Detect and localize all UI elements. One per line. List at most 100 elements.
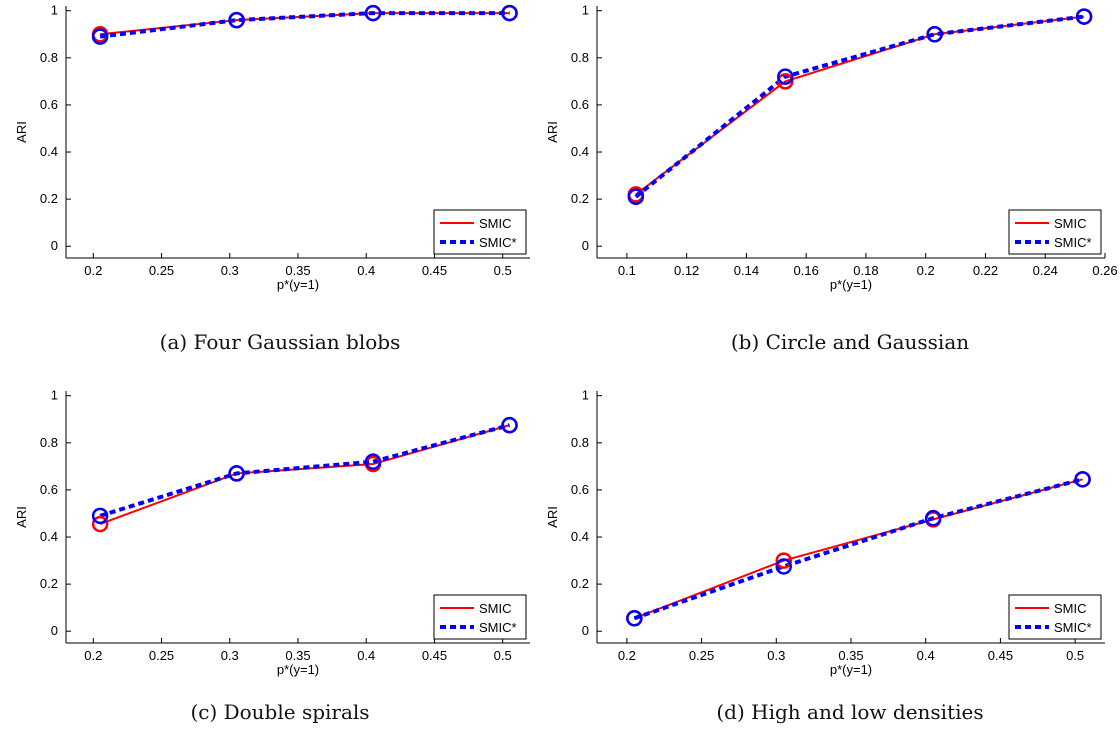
x-tick-label: 0.25 (689, 648, 714, 663)
series-line-smic-star (633, 477, 1084, 621)
x-tick-label: 0.12 (674, 263, 699, 278)
chart-double-spirals: 0.2 0.25 0.3 0.35 0.4 0.45 0.5 0 0.2 0.4 0.6 0.8 1 p*… (14, 388, 530, 677)
data-point-smic (777, 73, 794, 90)
data-point-smic-star (1074, 471, 1091, 488)
x-tick-label: 0.26 (1092, 263, 1117, 278)
chart-circle-and-gaussian: 0.1 0.12 0.14 0.16 0.18 0.2 0.22 0.24 0.26 0 0.2 0.… (545, 3, 1118, 292)
series-line-smic (635, 15, 1085, 196)
data-point-smic-star (924, 509, 942, 527)
x-axis-label: p*(y=1) (830, 277, 872, 292)
legend-box (1008, 209, 1102, 255)
y-tick-label: 0.6 (571, 97, 589, 112)
y-tick-label: 0.2 (571, 576, 589, 591)
y-tick-label: 0.8 (40, 435, 58, 450)
data-point-smic-star (775, 558, 793, 575)
chart-panel-four-gaussian-blobs: 0.2 0.25 0.3 0.35 0.4 0.45 0.5 0 0.2 0.4 0.6 0.8 1 p*… (0, 0, 540, 300)
x-tick-label: 0.45 (422, 648, 447, 663)
x-tick-label: 0.5 (494, 648, 512, 663)
x-tick-label: 0.45 (422, 263, 447, 278)
x-tick-label: 0.35 (285, 648, 310, 663)
x-tick-label: 0.22 (973, 263, 998, 278)
x-tick-label: 0.35 (838, 648, 863, 663)
legend-label: SMIC (479, 601, 512, 616)
y-tick-label: 0.4 (571, 144, 589, 159)
legend-box (433, 594, 527, 640)
y-axis-label: ARI (14, 506, 29, 528)
y-tick-label: 0.6 (40, 482, 58, 497)
chart-panel-double-spirals: 0.2 0.25 0.3 0.35 0.4 0.45 0.5 0 0.2 0.4 0.6 0.8 1 p*… (0, 385, 540, 685)
chart-four-gaussian-blobs: 0.2 0.25 0.3 0.35 0.4 0.45 0.5 0 0.2 0.4 0.6 0.8 1 p*… (14, 3, 530, 292)
series-line-smic-star (634, 14, 1085, 199)
legend-label: SMIC (1054, 601, 1087, 616)
x-tick-label: 0.18 (853, 263, 878, 278)
x-tick-label: 0.2 (917, 263, 935, 278)
data-point-smic-star (228, 465, 245, 482)
legend-label: SMIC (1054, 216, 1087, 231)
data-point-smic-star (91, 28, 109, 45)
x-tick-label: 0.24 (1033, 263, 1058, 278)
x-axis-label: p*(y=1) (830, 662, 872, 677)
y-tick-label: 0 (582, 238, 589, 253)
y-tick-label: 0.8 (40, 50, 58, 65)
legend-box (1008, 594, 1102, 640)
y-tick-label: 0.2 (40, 576, 58, 591)
x-tick-label: 0.35 (285, 263, 310, 278)
y-axis-label: ARI (545, 506, 560, 528)
x-tick-label: 0.2 (84, 648, 102, 663)
x-tick-label: 0.25 (149, 648, 174, 663)
y-tick-label: 0.4 (571, 529, 589, 544)
legend-label: SMIC* (1054, 620, 1092, 635)
legend-label: SMIC* (1054, 235, 1092, 250)
data-point-smic-star (501, 4, 518, 22)
series-line-smic-star (99, 11, 510, 39)
y-tick-label: 1 (51, 388, 58, 403)
x-tick-label: 0.45 (988, 648, 1013, 663)
y-tick-label: 0.8 (571, 50, 589, 65)
y-tick-label: 1 (51, 3, 58, 18)
data-point-smic-star (626, 610, 643, 627)
data-point-smic (91, 515, 109, 533)
x-tick-label: 0.5 (494, 263, 512, 278)
x-tick-label: 0.4 (357, 263, 375, 278)
x-tick-label: 0.4 (917, 648, 935, 663)
x-tick-label: 0.5 (1066, 648, 1084, 663)
series-line-smic-star (99, 423, 511, 518)
legend-label: SMIC* (479, 620, 517, 635)
caption-high-and-low-densities: (d) High and low densities (716, 700, 984, 724)
x-tick-label: 0.2 (84, 263, 102, 278)
x-tick-label: 0.3 (767, 648, 785, 663)
caption-double-spirals: (c) Double spirals (190, 700, 370, 724)
data-point-smic-star (228, 11, 245, 29)
x-tick-label: 0.16 (794, 263, 819, 278)
data-point-smic (775, 552, 793, 569)
caption-circle-and-gaussian: (b) Circle and Gaussian (730, 330, 970, 354)
data-point-smic-star (777, 68, 794, 85)
y-tick-label: 0.6 (571, 482, 589, 497)
legend-label: SMIC (479, 216, 512, 231)
chart-panel-circle-and-gaussian: 0.1 0.12 0.14 0.16 0.18 0.2 0.22 0.24 0.26 0 0.2 0.… (545, 0, 1118, 300)
x-axis-label: p*(y=1) (277, 662, 319, 677)
legend-label: SMIC* (479, 235, 517, 250)
y-tick-label: 1 (582, 388, 589, 403)
y-tick-label: 0.2 (571, 191, 589, 206)
x-tick-label: 0.1 (618, 263, 636, 278)
chart-high-and-low-densities: 0.2 0.25 0.3 0.35 0.4 0.45 0.5 0 0.2 0.4 0.6 0.8 1 p*… (545, 388, 1105, 677)
y-tick-label: 0 (51, 238, 58, 253)
data-point-smic-star (364, 4, 382, 22)
y-tick-label: 0.4 (40, 529, 58, 544)
y-tick-label: 0.6 (40, 97, 58, 112)
y-tick-label: 0 (51, 623, 58, 638)
y-tick-label: 1 (582, 3, 589, 18)
data-point-smic-star (627, 188, 645, 206)
legend-box (433, 209, 527, 255)
x-tick-label: 0.3 (221, 648, 239, 663)
series-line-smic (99, 424, 510, 526)
y-tick-label: 0.2 (40, 191, 58, 206)
x-tick-label: 0.2 (618, 648, 636, 663)
data-point-smic-star (926, 26, 943, 43)
data-point-smic-star (501, 416, 518, 434)
x-axis-label: p*(y=1) (277, 277, 319, 292)
data-point-smic-star (364, 453, 382, 470)
x-tick-label: 0.14 (734, 263, 759, 278)
y-tick-label: 0 (582, 623, 589, 638)
